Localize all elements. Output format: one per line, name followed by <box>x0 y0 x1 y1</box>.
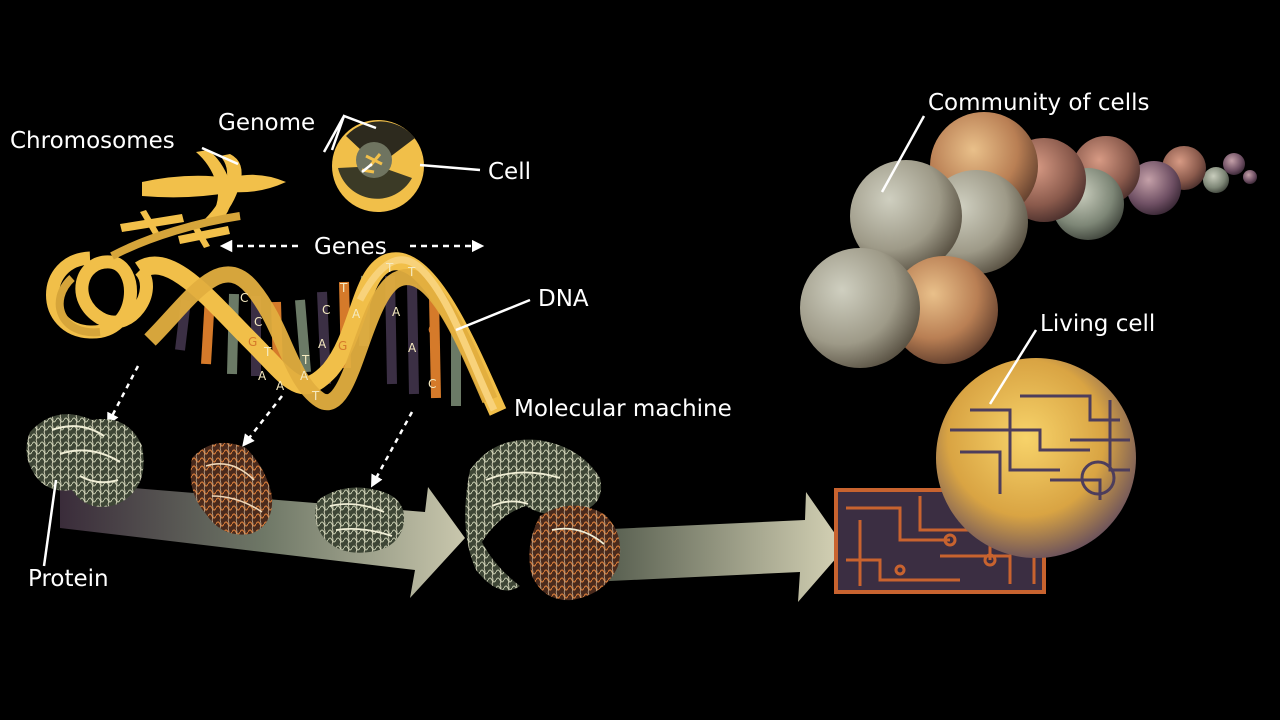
protein-leader-line <box>42 479 58 567</box>
base-letter: T <box>301 353 310 367</box>
label-dna: DNA <box>538 286 589 312</box>
label-chromosomes: Chromosomes <box>10 128 175 154</box>
cell-leader-line <box>419 163 481 172</box>
base-letter: A <box>276 379 285 393</box>
chromosomes-leader-line <box>201 146 239 166</box>
living-cell <box>936 358 1136 558</box>
label-protein: Protein <box>28 566 109 592</box>
dna-helix <box>46 212 507 416</box>
base-letter: A <box>352 307 361 321</box>
label-community-of-cells: Community of cells <box>928 90 1149 116</box>
base-letter: C <box>428 377 436 391</box>
dna-to-protein-arrow-3 <box>371 411 414 488</box>
dna-base-letters: C C G T A A A T T A G C T A T T A G A C <box>240 261 437 403</box>
label-cell: Cell <box>488 159 531 185</box>
label-molecular-machine: Molecular machine <box>514 396 732 422</box>
base-letter: G <box>248 335 257 349</box>
cell-illustration <box>332 120 424 212</box>
label-living-cell: Living cell <box>1040 311 1155 337</box>
base-letter: A <box>318 337 327 351</box>
community-leader-line <box>880 115 926 193</box>
protein-green-1 <box>26 414 144 507</box>
base-letter: A <box>300 369 309 383</box>
base-letter: C <box>240 291 248 305</box>
label-genes: Genes <box>314 234 387 260</box>
base-letter: A <box>392 305 401 319</box>
label-genome: Genome <box>218 110 315 136</box>
protein-orange <box>190 442 273 535</box>
community-of-cells <box>800 112 1257 368</box>
dna-leader-line <box>455 298 531 332</box>
genome-bracket <box>322 114 377 173</box>
protein-green-2 <box>315 487 405 553</box>
base-letter: C <box>322 303 330 317</box>
chromosome-small-1 <box>120 210 184 236</box>
base-letter: T <box>263 345 272 359</box>
base-letter: A <box>408 341 417 355</box>
flow-arrow-2 <box>590 492 845 602</box>
living-cell-leader-line <box>988 329 1038 405</box>
base-letter: T <box>385 261 394 275</box>
molecular-machine-complex <box>465 439 621 601</box>
dna-to-protein-arrow-2 <box>242 395 283 447</box>
base-letter: A <box>258 369 267 383</box>
base-letter: G <box>338 339 347 353</box>
base-letter: T <box>407 265 416 279</box>
base-letter: T <box>339 281 348 295</box>
base-letter: G <box>428 323 437 337</box>
base-letter: C <box>254 315 262 329</box>
base-letter: T <box>311 389 320 403</box>
dna-to-protein-arrow-1 <box>107 365 140 426</box>
chromosome-large <box>142 150 286 222</box>
